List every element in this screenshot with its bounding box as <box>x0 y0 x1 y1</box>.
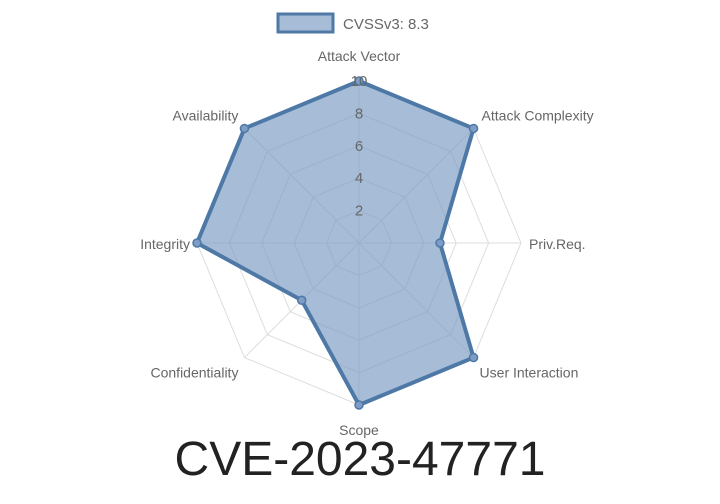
axis-label: Confidentiality <box>151 365 239 381</box>
radar-axis-labels: Attack Vector Attack Complexity Priv.Req. U… <box>140 48 593 438</box>
axis-label: User Interaction <box>480 365 579 381</box>
axis-label: Priv.Req. <box>529 236 586 252</box>
data-point[interactable] <box>239 123 250 134</box>
radar-chart: 2 4 6 8 10 Attack Vector Attack Complexity Pri… <box>140 12 594 438</box>
tick-label: 10 <box>351 73 368 90</box>
axis-label: Integrity <box>140 236 190 252</box>
radar-series-layer <box>192 76 479 410</box>
tick-label: 2 <box>355 203 363 220</box>
axis-label: Attack Vector <box>318 48 401 64</box>
axis-label: Scope <box>339 422 379 438</box>
tick-label: 8 <box>355 105 363 122</box>
axis-label: Attack Complexity <box>482 107 594 123</box>
legend-label: CVSSv3: 8.3 <box>343 16 429 33</box>
data-point[interactable] <box>354 400 364 410</box>
radar-tick-labels: 2 4 6 8 10 <box>351 73 368 220</box>
data-point[interactable] <box>468 123 479 134</box>
data-point[interactable] <box>468 352 479 363</box>
tick-label: 6 <box>355 138 363 155</box>
tick-label: 4 <box>355 170 363 187</box>
data-point[interactable] <box>354 76 364 86</box>
legend[interactable]: CVSSv3: 8.3 <box>276 12 429 34</box>
data-point[interactable] <box>296 295 307 306</box>
data-point[interactable] <box>192 238 202 248</box>
legend-swatch <box>276 12 335 34</box>
series-area <box>195 79 476 407</box>
cve-title: CVE-2023-47771 <box>174 433 546 486</box>
axis-label: Availability <box>173 107 239 123</box>
data-point[interactable] <box>435 238 445 248</box>
